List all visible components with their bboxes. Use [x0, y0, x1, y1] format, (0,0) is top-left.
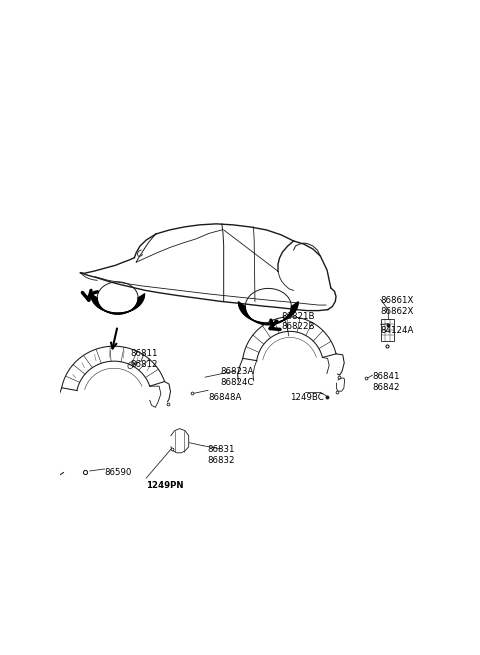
Text: 86841
86842: 86841 86842 — [372, 372, 400, 392]
Text: 86831
86832: 86831 86832 — [207, 445, 234, 464]
Text: 86590: 86590 — [105, 468, 132, 477]
Text: 86861X
86862X: 86861X 86862X — [380, 297, 413, 316]
Text: 1249BC: 1249BC — [290, 393, 324, 402]
Text: 86848A: 86848A — [208, 393, 241, 402]
Text: 1249PN: 1249PN — [146, 481, 184, 490]
Polygon shape — [91, 294, 144, 314]
Text: 86821B
86822B: 86821B 86822B — [281, 312, 315, 331]
Text: 84124A: 84124A — [380, 326, 413, 335]
Polygon shape — [239, 302, 298, 325]
Text: 86811
86812: 86811 86812 — [130, 349, 157, 369]
Bar — [381, 319, 394, 341]
Text: 86823A
86824C: 86823A 86824C — [220, 367, 253, 387]
